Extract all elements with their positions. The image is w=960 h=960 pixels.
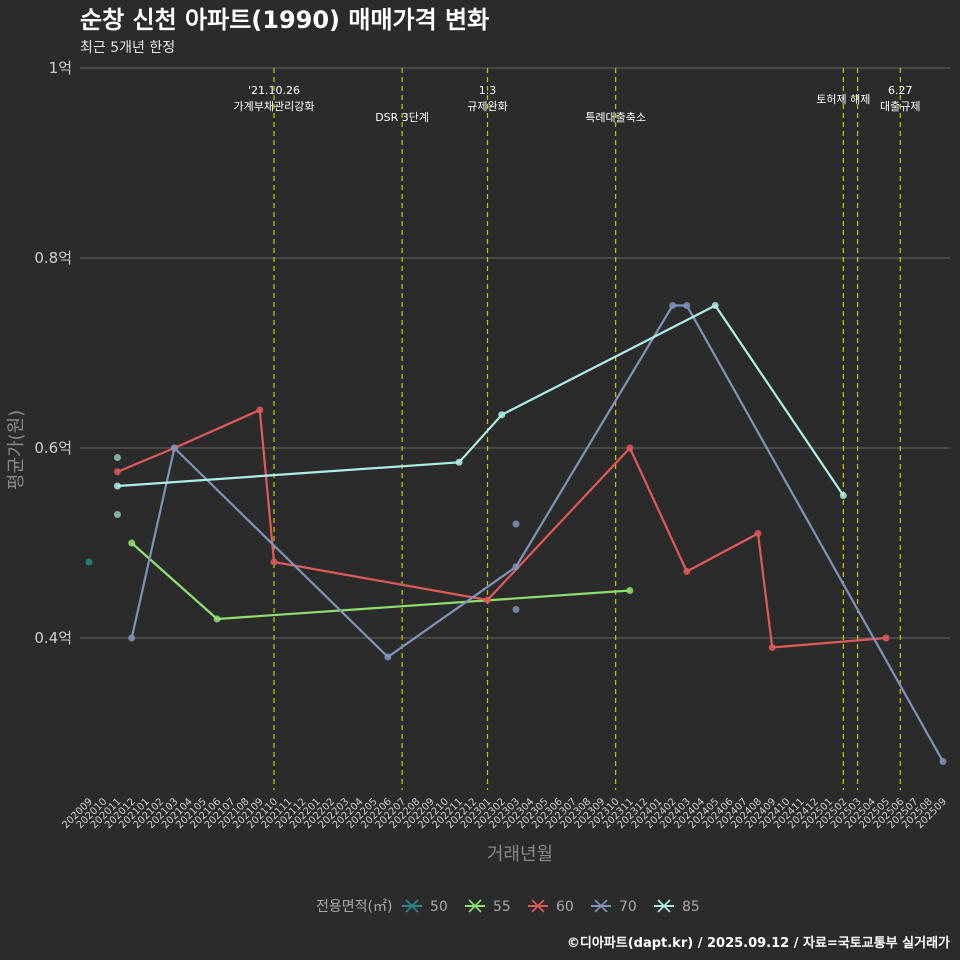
- policy-annotation-label: 1.3: [479, 84, 497, 97]
- data-point-85: [113, 482, 121, 490]
- data-point-55: [626, 587, 634, 594]
- data-point-60: [754, 530, 762, 537]
- legend-key-mark: [657, 899, 671, 913]
- y-tick-label: 0.6억: [34, 439, 72, 457]
- legend-key-mark: [405, 899, 419, 913]
- data-point-55: [128, 539, 136, 547]
- data-point: [113, 511, 121, 518]
- policy-annotation-label: 특례대출축소: [585, 111, 646, 124]
- y-tick-label: 1억: [49, 59, 72, 77]
- data-point-70: [128, 634, 136, 642]
- y-tick-label: 0.8억: [34, 249, 72, 267]
- policy-annotation-label: 6.27: [888, 84, 913, 97]
- policy-annotation-label: 토허제 해제: [816, 92, 870, 106]
- data-point-55: [213, 615, 221, 623]
- data-point-85: [498, 411, 506, 419]
- data-point-85: [839, 492, 847, 499]
- data-point-70: [512, 563, 520, 571]
- data-point-60: [626, 444, 634, 452]
- data-point-60: [270, 558, 278, 566]
- legend-label-70: 70: [619, 899, 637, 915]
- legend-key-mark: [594, 899, 608, 913]
- chart-subtitle: 최근 5개년 한정: [80, 40, 175, 56]
- data-point-50: [85, 558, 93, 566]
- legend-label-85: 85: [682, 899, 700, 915]
- data-point: [113, 454, 121, 461]
- legend-label-55: 55: [493, 899, 511, 915]
- series-line-60: [117, 408, 887, 649]
- series-lines: [85, 302, 947, 765]
- policy-annotation-label: 대출규제: [880, 100, 920, 113]
- caption: ©디아파트(dapt.kr) / 2025.09.12 / 자료=국토교통부 실…: [567, 935, 950, 951]
- data-point-70: [170, 444, 178, 452]
- data-point-60: [484, 596, 492, 604]
- legend-key-mark: [531, 899, 545, 913]
- data-point-60: [882, 634, 890, 642]
- data-point-85: [711, 302, 719, 309]
- data-point: [512, 606, 520, 613]
- legend-title: 전용면적(㎡): [316, 899, 392, 915]
- data-point-60: [113, 468, 121, 476]
- y-axis-title: 평균가(원): [6, 410, 27, 490]
- chart-title: 순창 신천 아파트(1990) 매매가격 변화: [80, 6, 489, 34]
- grid-lines: [80, 67, 950, 639]
- series-line-70: [130, 304, 944, 763]
- y-axis-ticks: 0.4억 0.6억 0.8억 1억: [34, 59, 72, 647]
- data-point-70: [683, 302, 691, 309]
- data-point-85: [455, 458, 463, 466]
- series-line-85: [117, 304, 845, 497]
- data-point-70: [384, 653, 392, 661]
- y-tick-label: 0.4억: [34, 629, 72, 647]
- data-point-60: [256, 406, 264, 414]
- policy-annotation-label: 규제완화: [467, 100, 507, 113]
- x-axis-ticks: 2020092020102020112020122021012021022021…: [60, 796, 949, 831]
- policy-annotation-label: 가계부채관리강화: [234, 100, 315, 113]
- legend-label-60: 60: [556, 899, 574, 915]
- legend-key-mark: [468, 899, 482, 913]
- x-axis-title: 거래년월: [487, 844, 553, 865]
- data-point-70: [939, 758, 947, 765]
- policy-annotation-label: DSR 3단계: [375, 111, 429, 124]
- policy-annotation-label: '21.10.26: [248, 84, 300, 97]
- legend-label-50: 50: [430, 899, 448, 915]
- data-point: [512, 520, 520, 528]
- data-point-70: [669, 302, 677, 309]
- legend: 전용면적(㎡) 50 55 60 70 85: [316, 899, 700, 915]
- data-point-60: [768, 644, 776, 651]
- data-point-60: [683, 568, 691, 575]
